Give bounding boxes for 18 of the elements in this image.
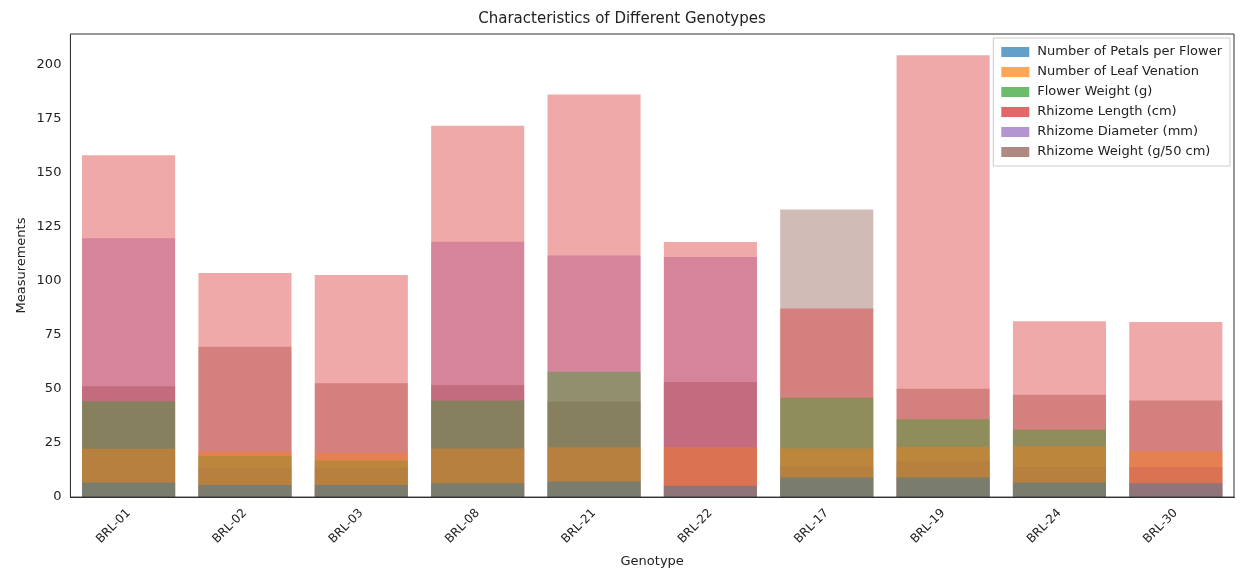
x-axis-title: Genotype [620,552,684,568]
y-tick-label: 100 [36,272,62,288]
chart-title: Characteristics of Different Genotypes [478,8,766,27]
y-tick-label: 125 [36,217,62,233]
legend-label: Number of Petals per Flower [1037,43,1223,59]
legend-label: Rhizome Diameter (mm) [1037,123,1199,139]
y-tick-label: 25 [44,434,62,450]
y-axis-title: Measurements [13,217,29,314]
y-tick-label: 50 [44,380,62,396]
legend-label: Rhizome Length (cm) [1037,103,1177,119]
legend-label: Number of Leaf Venation [1037,63,1199,79]
y-tick-label: 175 [36,109,62,125]
y-tick-label: 200 [36,55,62,71]
legend-label: Rhizome Weight (g/50 cm) [1037,143,1211,159]
y-tick-label: 75 [44,326,62,342]
legend-label: Flower Weight (g) [1037,83,1153,99]
y-tick-label: 150 [36,163,62,179]
y-tick-label: 0 [53,488,62,504]
